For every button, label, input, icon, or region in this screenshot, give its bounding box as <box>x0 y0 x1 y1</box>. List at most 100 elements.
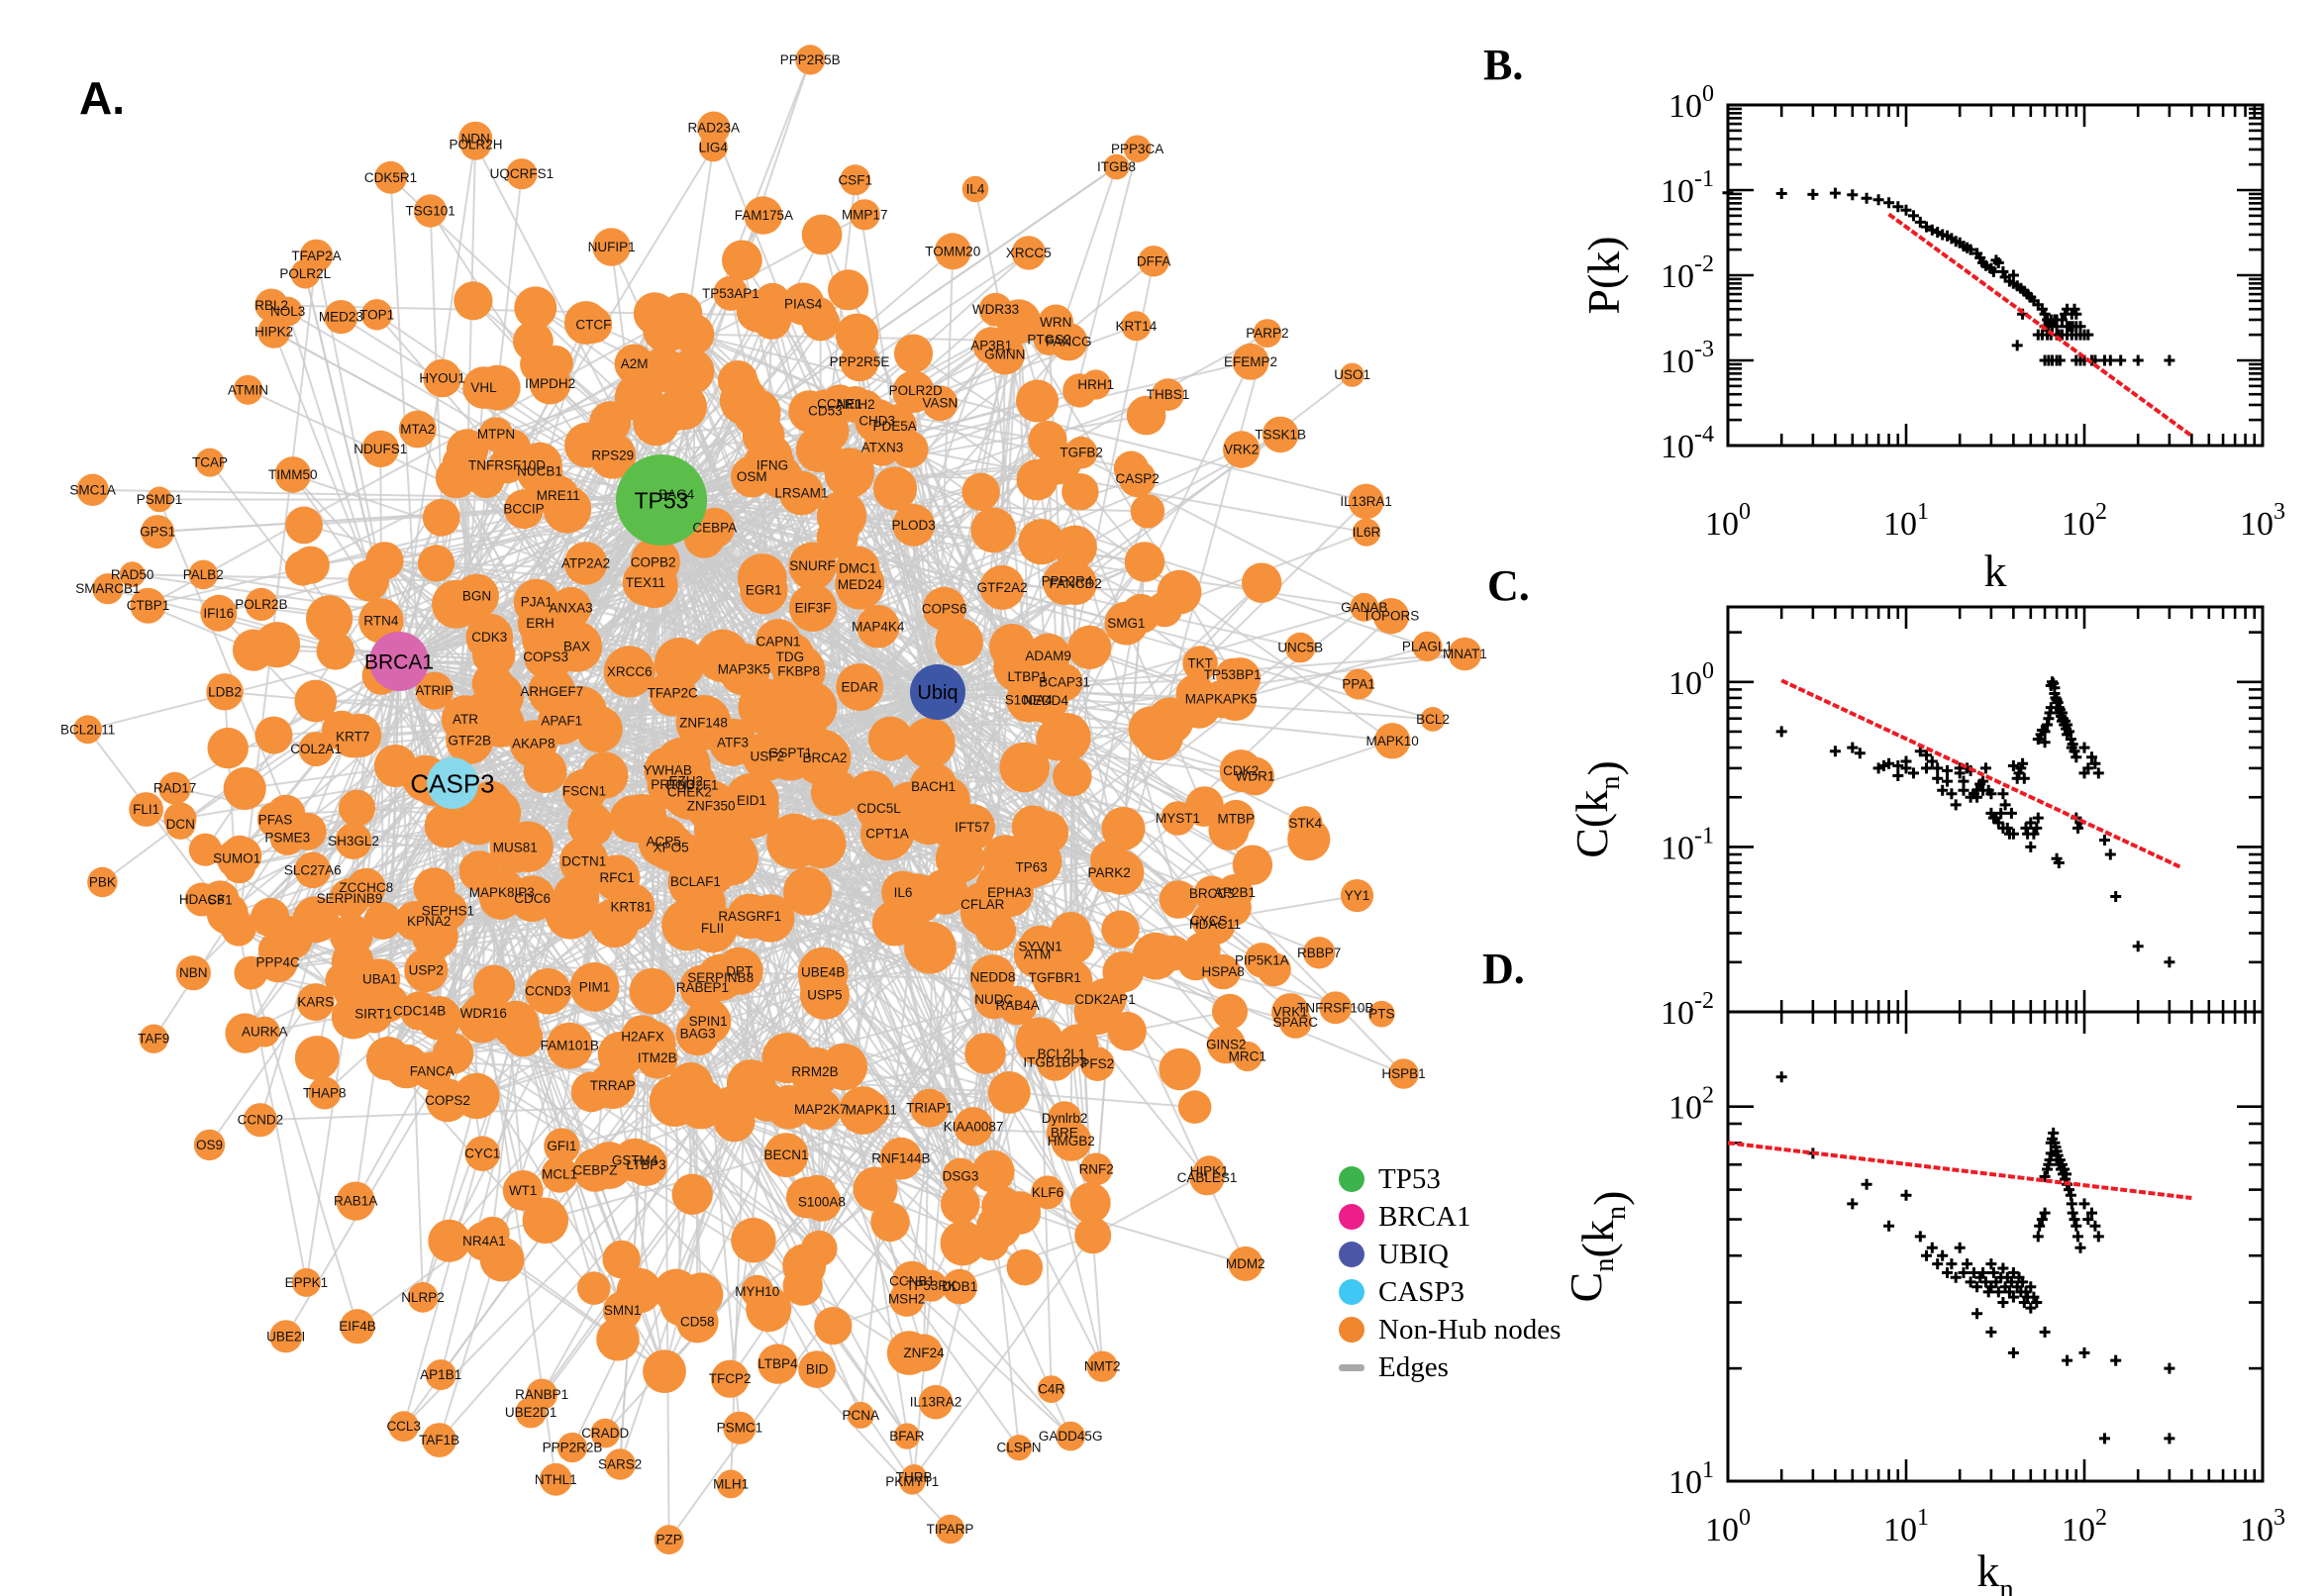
network-node-label: WDR16 <box>460 1006 507 1021</box>
network-node-label: BID <box>806 1362 829 1377</box>
network-node <box>1074 1217 1112 1254</box>
network-node-label: BRCA2 <box>802 750 847 765</box>
network-node-label: AURKA <box>242 1025 288 1040</box>
network-node <box>731 1218 776 1263</box>
network-node <box>559 837 609 886</box>
network-node-label: CDC5L <box>857 801 901 816</box>
network-node-label: SMARCB1 <box>75 581 140 596</box>
network-node-label: IMPDH2 <box>525 376 575 391</box>
network-node-label: TNFRSF10D <box>468 457 546 472</box>
network-node <box>1104 601 1149 646</box>
network-node-label: SMC1A <box>69 482 116 497</box>
network-node-label: LTBP1 <box>1008 669 1048 684</box>
network-node <box>516 449 563 495</box>
network-node-label: RTN4 <box>363 613 399 628</box>
network-node <box>756 619 801 665</box>
network-node <box>529 362 571 405</box>
network-node <box>745 196 783 235</box>
network-node-label: PFAS <box>258 812 293 827</box>
network-node-label: BCAP31 <box>1039 675 1090 690</box>
network-node <box>758 1344 798 1384</box>
network-node-label: THRB <box>896 1470 933 1485</box>
network-node <box>454 281 493 321</box>
network-node <box>643 1349 686 1393</box>
network-node <box>613 1138 657 1182</box>
network-node <box>1011 236 1046 270</box>
x-axis-title: k <box>1984 546 2007 596</box>
network-node <box>763 1133 809 1178</box>
network-node <box>603 1291 643 1331</box>
network-node-label: CDK5R1 <box>364 170 417 185</box>
network-node-label: EFEMP2 <box>1224 354 1277 369</box>
network-node-label: COL2A1 <box>290 742 342 756</box>
network-node <box>478 417 514 451</box>
network-node <box>306 595 354 643</box>
network-node-label: WT1 <box>509 1183 538 1198</box>
network-node-label: TNFRSF10B <box>1297 1000 1373 1015</box>
y-axis-title: C(kn) <box>1566 760 1629 858</box>
network-node-label: PIM1 <box>579 979 611 994</box>
node-swatch-icon <box>1339 1317 1364 1343</box>
network-node <box>446 716 494 764</box>
network-node-label: UQCRFS1 <box>490 166 555 181</box>
network-node <box>675 695 732 750</box>
network-node <box>934 233 971 270</box>
network-node <box>979 564 1025 610</box>
network-node <box>1079 1152 1113 1186</box>
network-node-label: POLR2H <box>449 138 502 152</box>
network-node-label: IL13RA1 <box>1340 494 1392 509</box>
network-node-label: USP5 <box>807 987 842 1002</box>
network-node-label: RNF144B <box>871 1151 930 1166</box>
network-node <box>488 447 526 484</box>
legend-item-ubiq: UBIQ <box>1339 1236 1561 1273</box>
network-node <box>1046 663 1083 701</box>
network-node-label: CYC1 <box>464 1147 500 1161</box>
network-node-label: PSMD1 <box>137 492 183 507</box>
network-node-label: COPB2 <box>631 554 676 569</box>
network-node <box>589 432 637 479</box>
network-node <box>541 1155 578 1193</box>
network-node <box>1288 806 1323 841</box>
network-node <box>847 1401 874 1429</box>
legend-item-casp3: CASP3 <box>1339 1273 1561 1311</box>
network-node-label: AP2B1 <box>1214 885 1256 900</box>
network-node <box>897 372 935 410</box>
tick-label: 102 <box>2062 1505 2107 1548</box>
network-node-label: KRT7 <box>336 730 369 745</box>
network-node-label: PRTN3 <box>651 777 694 792</box>
legend-item-non-hub-nodes: Non-Hub nodes <box>1339 1311 1561 1348</box>
network-node <box>1253 319 1282 348</box>
network-node <box>139 1024 168 1053</box>
network-node <box>1056 1421 1085 1451</box>
network-node-label: IFI16 <box>203 606 234 621</box>
network-node <box>546 1022 593 1069</box>
network-node-label: CLSPN <box>996 1441 1041 1455</box>
network-node <box>504 489 544 530</box>
network-node-label: GTF2B <box>448 733 491 748</box>
network-node-label: XRCC6 <box>607 664 653 679</box>
network-node <box>879 1137 923 1180</box>
network-node-label: SH3GL2 <box>328 834 379 848</box>
network-node <box>417 545 455 582</box>
network-node-label: CEBPZ <box>572 1162 617 1177</box>
scatter-points <box>1775 676 2175 968</box>
network-node-label: CTCF <box>575 317 611 332</box>
network-node-label: EPPK1 <box>285 1275 329 1290</box>
network-node-label: MED23 <box>319 310 363 325</box>
network-node <box>200 594 238 632</box>
network-node-label: RPS29 <box>591 449 634 463</box>
network-node <box>335 823 372 859</box>
network-node <box>1340 362 1364 387</box>
network-node-label: TDG <box>776 649 805 664</box>
network-node <box>698 133 728 162</box>
network-node <box>1159 1047 1201 1091</box>
network-node <box>1135 712 1184 761</box>
network-node <box>942 1157 979 1195</box>
network-node <box>649 669 696 717</box>
network-node-label: NLRP2 <box>401 1290 445 1305</box>
network-node-label: ARHGEF7 <box>520 684 583 699</box>
network-node <box>1232 343 1269 380</box>
network-node <box>233 374 263 405</box>
network-node-label: TSG101 <box>405 204 454 219</box>
network-hub-nodes <box>369 454 965 809</box>
